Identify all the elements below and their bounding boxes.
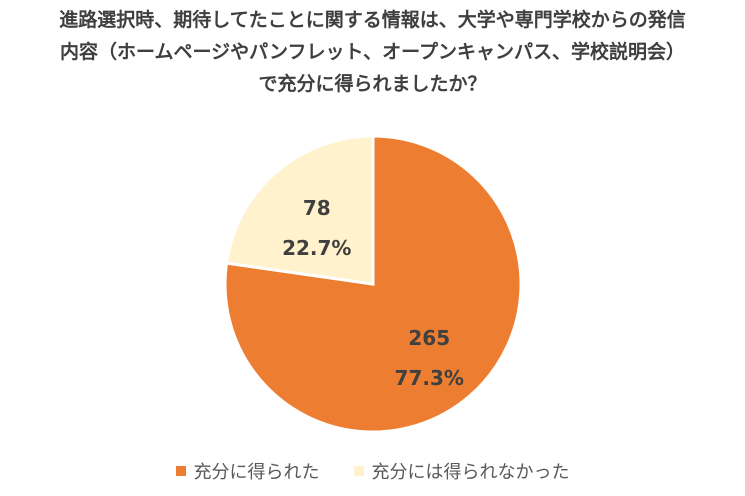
legend-swatch-not-fully-obtained [353,466,364,476]
pie-data-labels: 265 77.3% 78 22.7% [282,196,464,390]
pie-slice-not-fully-obtained [224,134,375,286]
legend-label-not-fully-obtained: 充分には得られなかった [371,462,570,483]
chart-title: 進路選択時、期待してたことに関する情報は、大学や専門学校からの発信 内容（ホーム… [0,4,745,100]
legend-swatch-fully-obtained [175,466,186,476]
chart-legend: 充分に得られた 充分には得られなかった [0,458,745,484]
data-label-percent-not-fully-obtained: 22.7% [282,236,351,260]
legend-item-not-fully-obtained: 充分には得られなかった [353,458,570,484]
title-line-3: で充分に得られましたか？ [258,73,487,95]
title-line-2: 内容（ホームページやパンフレット、オープンキャンパス、学校説明会） [60,41,685,63]
data-label-value-not-fully-obtained: 78 [303,196,331,220]
title-line-1: 進路選択時、期待してたことに関する情報は、大学や専門学校からの発信 [59,9,686,31]
data-label-value-fully-obtained: 265 [408,326,450,350]
legend-label-fully-obtained: 充分に得られた [193,462,320,483]
pie-slices [223,134,523,434]
legend-item-fully-obtained: 充分に得られた [175,458,320,484]
data-label-percent-fully-obtained: 77.3% [395,366,464,390]
